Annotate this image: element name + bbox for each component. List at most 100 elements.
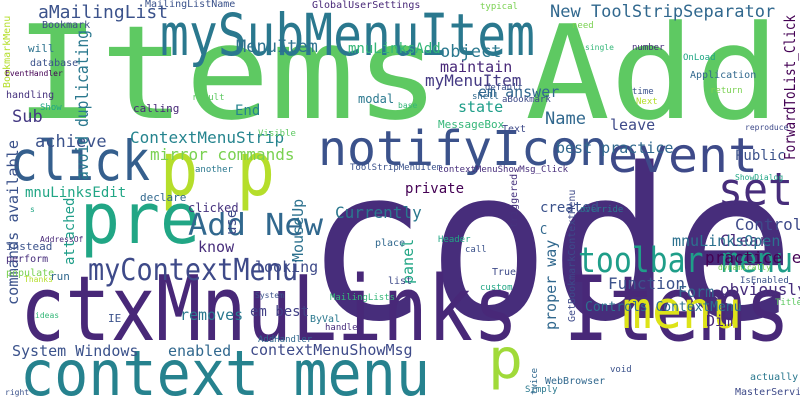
word: ToolStripMenuItem xyxy=(350,163,442,173)
word: ideas xyxy=(35,311,59,320)
word: contextMenuShowMsg_Click xyxy=(438,165,569,175)
word: System xyxy=(255,291,284,300)
word: MouseUp xyxy=(289,199,307,262)
word: s xyxy=(30,205,35,214)
word: OnLoad xyxy=(683,53,716,63)
word: will xyxy=(28,42,55,55)
word: handle xyxy=(325,323,358,333)
word: GetBookmarkContextMenu xyxy=(567,190,578,322)
word: Dim xyxy=(706,312,733,330)
word: list xyxy=(388,276,412,287)
word: enabled xyxy=(168,342,231,360)
word: C xyxy=(540,223,547,237)
word: mnuLinksAdd xyxy=(348,41,441,57)
word: database xyxy=(30,58,78,69)
word: Visible xyxy=(258,129,296,139)
word: Text xyxy=(502,124,526,135)
word: result xyxy=(192,93,225,103)
word: System Windows xyxy=(12,342,138,360)
word: ctxMnuLinks Items xyxy=(20,257,790,362)
word: dynamically xyxy=(718,263,771,272)
word: p xyxy=(488,327,523,391)
word: maintain xyxy=(440,58,512,76)
word: p p xyxy=(160,125,275,213)
word: state xyxy=(458,98,503,116)
word: Public xyxy=(735,148,786,164)
word: WebBrowser xyxy=(545,376,605,387)
word: Sub xyxy=(12,107,43,127)
word: Show xyxy=(40,103,62,113)
word: looking xyxy=(255,258,318,276)
word: contextMenuShowMsg xyxy=(250,341,413,359)
word: panel xyxy=(399,239,417,284)
word: context menu xyxy=(20,337,430,400)
word: populate xyxy=(6,268,54,279)
word: instead xyxy=(6,240,52,253)
word: code xyxy=(305,123,795,368)
word: IsEnabled xyxy=(740,276,789,286)
word: myContextMenu xyxy=(88,253,298,288)
word: ByVal xyxy=(310,314,340,325)
word: need xyxy=(572,21,594,31)
word: object xyxy=(440,42,501,62)
word: BookmarkMenu xyxy=(2,16,13,88)
word: practice em xyxy=(705,248,800,267)
word: custom xyxy=(480,283,513,293)
word: Add New xyxy=(188,208,324,243)
word: toolbar menu xyxy=(578,241,793,281)
word: mirror commands xyxy=(150,145,295,164)
word: Name xyxy=(545,109,586,129)
word: Header xyxy=(438,235,471,245)
word: aBookmark xyxy=(502,95,551,105)
word: set xyxy=(718,163,793,216)
word: created xyxy=(540,200,599,216)
word: Simply xyxy=(525,385,558,395)
word: Controls ContextMenu xyxy=(585,300,742,315)
word: best practice xyxy=(556,139,673,157)
word: MessageBox xyxy=(438,118,505,131)
word: declare xyxy=(140,191,186,204)
word: use xyxy=(224,210,240,235)
word: End xyxy=(235,103,260,119)
word: Application xyxy=(690,70,756,81)
word: pre xyxy=(80,178,200,260)
word: AddressOf xyxy=(40,235,84,244)
word: typical xyxy=(480,2,518,12)
word: Items Add xyxy=(15,0,780,149)
word: mnuLinksOpen xyxy=(672,232,780,250)
word: run xyxy=(50,270,70,283)
word: aMailingList xyxy=(38,2,168,23)
word: New ToolStripSeparator xyxy=(550,2,775,22)
word: IE xyxy=(108,312,121,325)
word: mySubMenuItem xyxy=(160,1,535,69)
word: number xyxy=(632,43,665,53)
word: handling xyxy=(6,90,54,101)
word: Next xyxy=(636,97,658,107)
word: click xyxy=(10,129,150,193)
word: removes xyxy=(180,306,243,324)
word: Title xyxy=(775,298,800,308)
word: Clear xyxy=(720,231,769,250)
word: shell xyxy=(472,92,499,102)
word: GlobalUserSettings xyxy=(312,0,420,11)
word: AddHandler xyxy=(258,335,313,345)
word: myMenuItem xyxy=(425,71,521,90)
word: MailingListName xyxy=(145,0,235,10)
word: actually xyxy=(750,372,798,383)
word: leave xyxy=(610,116,655,134)
word: mnuLinksEdit xyxy=(25,185,126,201)
word: Control xyxy=(735,215,800,234)
word: proper way xyxy=(542,240,560,330)
word: triggered xyxy=(509,174,520,228)
word: another xyxy=(195,165,234,175)
word: call xyxy=(465,245,487,255)
word: attached xyxy=(62,198,78,265)
word: achieve xyxy=(35,132,107,152)
word: Bookmark xyxy=(42,20,90,31)
word: menu xyxy=(622,281,742,341)
word: calling xyxy=(133,102,179,115)
word: MenuItem xyxy=(236,37,318,57)
word: ShowDialog xyxy=(735,173,783,182)
word: reproduce xyxy=(745,123,789,132)
word: Function xyxy=(608,274,685,293)
